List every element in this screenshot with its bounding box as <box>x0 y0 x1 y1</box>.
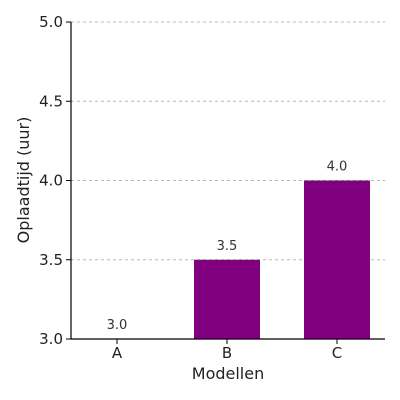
x-tick-label-B: B <box>222 344 232 362</box>
y-axis-title: Oplaadtijd (uur) <box>14 117 33 244</box>
x-tick-label-A: A <box>112 344 123 362</box>
x-tick-label-C: C <box>332 344 342 362</box>
data-label-B: 3.5 <box>217 239 238 254</box>
y-ticks: 3.0 3.5 4.0 4.5 5.0 <box>39 13 71 348</box>
bars <box>194 180 370 339</box>
y-tick-label: 4.0 <box>39 172 63 190</box>
bar-B <box>194 259 260 339</box>
data-labels: 3.0 3.5 4.0 <box>107 160 348 334</box>
x-axis-title: Modellen <box>192 364 264 383</box>
y-tick-label: 3.5 <box>39 251 63 269</box>
bar-C <box>304 180 370 339</box>
data-label-A: 3.0 <box>107 318 128 333</box>
y-tick-label: 4.5 <box>39 92 63 110</box>
data-label-C: 4.0 <box>327 160 348 175</box>
y-tick-label: 5.0 <box>39 13 63 31</box>
y-tick-label: 3.0 <box>39 330 63 348</box>
x-ticks: A B C <box>112 339 342 362</box>
